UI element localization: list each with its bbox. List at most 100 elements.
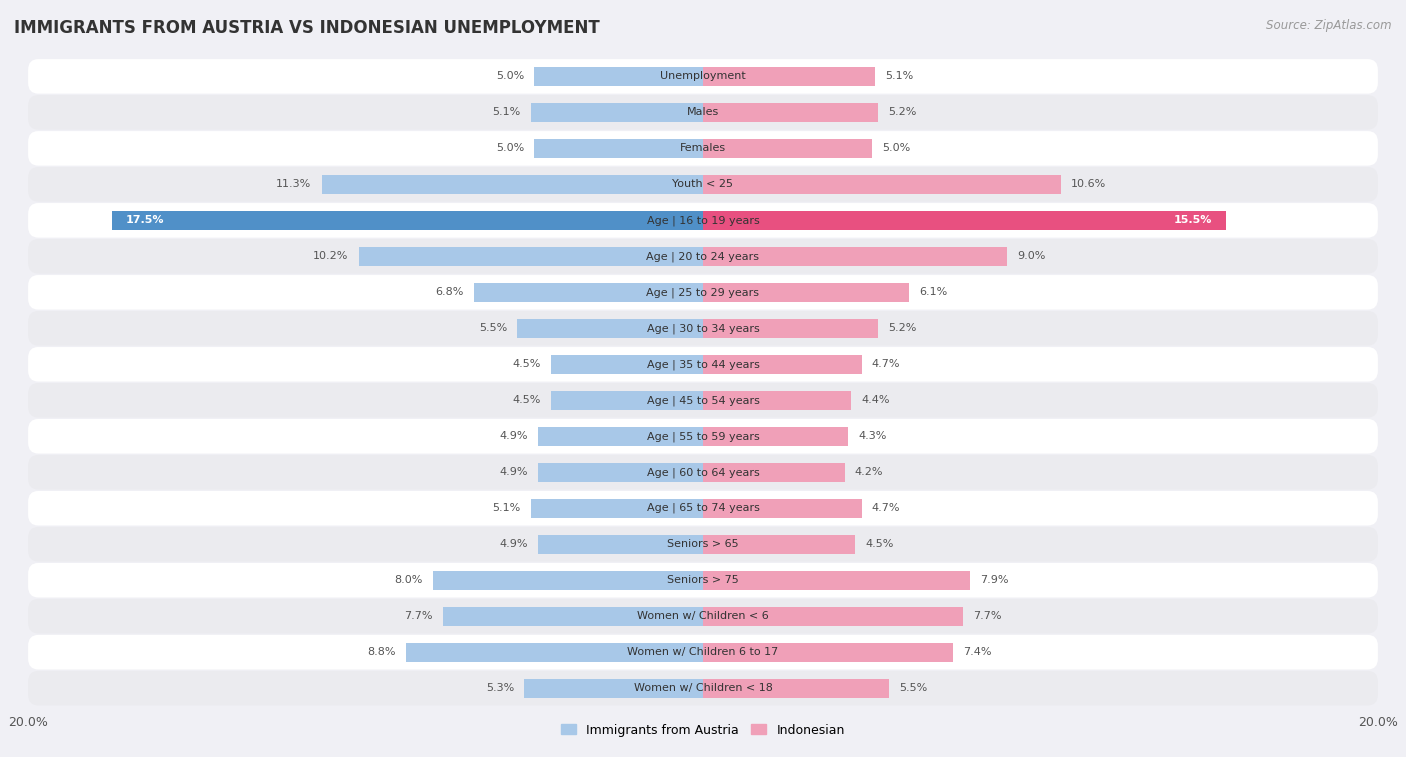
FancyBboxPatch shape [28,599,1378,634]
Text: Males: Males [688,107,718,117]
FancyBboxPatch shape [28,59,1378,94]
Text: Age | 35 to 44 years: Age | 35 to 44 years [647,359,759,369]
Bar [551,391,703,410]
Text: 8.0%: 8.0% [395,575,423,585]
Text: 6.8%: 6.8% [434,288,464,298]
Bar [703,643,953,662]
Bar [322,175,703,194]
Text: Age | 16 to 19 years: Age | 16 to 19 years [647,215,759,226]
FancyBboxPatch shape [28,419,1378,453]
Text: 9.0%: 9.0% [1017,251,1045,261]
Bar [703,391,852,410]
Bar [524,679,703,697]
Text: 5.0%: 5.0% [496,143,524,154]
Bar [703,247,1007,266]
Bar [537,427,703,446]
Text: 4.9%: 4.9% [499,431,527,441]
FancyBboxPatch shape [28,491,1378,525]
Text: Source: ZipAtlas.com: Source: ZipAtlas.com [1267,19,1392,32]
Text: 15.5%: 15.5% [1174,215,1212,226]
Text: 7.4%: 7.4% [963,647,991,657]
Text: 4.9%: 4.9% [499,467,527,477]
Text: 5.2%: 5.2% [889,107,917,117]
Bar [443,607,703,625]
Bar [703,67,875,86]
FancyBboxPatch shape [28,239,1378,273]
Text: IMMIGRANTS FROM AUSTRIA VS INDONESIAN UNEMPLOYMENT: IMMIGRANTS FROM AUSTRIA VS INDONESIAN UN… [14,19,600,37]
Text: 5.0%: 5.0% [496,71,524,82]
Bar [703,139,872,157]
Text: 10.6%: 10.6% [1071,179,1107,189]
Text: Women w/ Children 6 to 17: Women w/ Children 6 to 17 [627,647,779,657]
Text: 5.5%: 5.5% [479,323,508,333]
Text: Age | 60 to 64 years: Age | 60 to 64 years [647,467,759,478]
Text: 10.2%: 10.2% [314,251,349,261]
FancyBboxPatch shape [28,455,1378,490]
Text: 4.7%: 4.7% [872,360,900,369]
Bar [703,571,970,590]
Bar [703,463,845,481]
Bar [551,355,703,374]
Bar [703,175,1060,194]
Bar [531,499,703,518]
Bar [531,103,703,122]
Text: 5.1%: 5.1% [492,503,520,513]
FancyBboxPatch shape [28,167,1378,201]
Bar [517,319,703,338]
FancyBboxPatch shape [28,527,1378,562]
Bar [406,643,703,662]
Bar [703,103,879,122]
FancyBboxPatch shape [28,203,1378,238]
FancyBboxPatch shape [28,311,1378,346]
Text: 4.5%: 4.5% [513,360,541,369]
Bar [703,679,889,697]
Text: 5.5%: 5.5% [898,683,927,693]
Text: 5.3%: 5.3% [486,683,515,693]
Text: 7.7%: 7.7% [973,611,1001,621]
Text: Age | 65 to 74 years: Age | 65 to 74 years [647,503,759,513]
Text: 4.5%: 4.5% [513,395,541,405]
Bar [703,535,855,553]
Text: 4.3%: 4.3% [858,431,887,441]
Bar [703,499,862,518]
FancyBboxPatch shape [28,383,1378,418]
Bar [534,67,703,86]
Bar [703,211,1226,229]
Text: 4.4%: 4.4% [862,395,890,405]
Bar [703,283,908,302]
FancyBboxPatch shape [28,563,1378,597]
Text: Seniors > 75: Seniors > 75 [666,575,740,585]
Bar [474,283,703,302]
Bar [112,211,703,229]
Text: Age | 55 to 59 years: Age | 55 to 59 years [647,431,759,441]
Text: Females: Females [681,143,725,154]
Text: Youth < 25: Youth < 25 [672,179,734,189]
Text: Women w/ Children < 6: Women w/ Children < 6 [637,611,769,621]
Text: 7.9%: 7.9% [980,575,1008,585]
FancyBboxPatch shape [28,347,1378,382]
Text: 7.7%: 7.7% [405,611,433,621]
Bar [703,607,963,625]
FancyBboxPatch shape [28,671,1378,706]
Text: Age | 45 to 54 years: Age | 45 to 54 years [647,395,759,406]
Text: 5.1%: 5.1% [492,107,520,117]
Text: Age | 25 to 29 years: Age | 25 to 29 years [647,287,759,298]
FancyBboxPatch shape [28,131,1378,166]
Text: 4.2%: 4.2% [855,467,883,477]
Text: Unemployment: Unemployment [661,71,745,82]
Text: 4.5%: 4.5% [865,539,893,550]
Legend: Immigrants from Austria, Indonesian: Immigrants from Austria, Indonesian [557,718,849,742]
Bar [703,319,879,338]
Text: 4.9%: 4.9% [499,539,527,550]
Bar [359,247,703,266]
Bar [703,355,862,374]
Bar [537,463,703,481]
Text: Age | 20 to 24 years: Age | 20 to 24 years [647,251,759,262]
FancyBboxPatch shape [28,635,1378,669]
Text: 8.8%: 8.8% [367,647,396,657]
Text: 5.1%: 5.1% [886,71,914,82]
Bar [433,571,703,590]
Bar [534,139,703,157]
Text: 17.5%: 17.5% [127,215,165,226]
Text: 11.3%: 11.3% [277,179,312,189]
